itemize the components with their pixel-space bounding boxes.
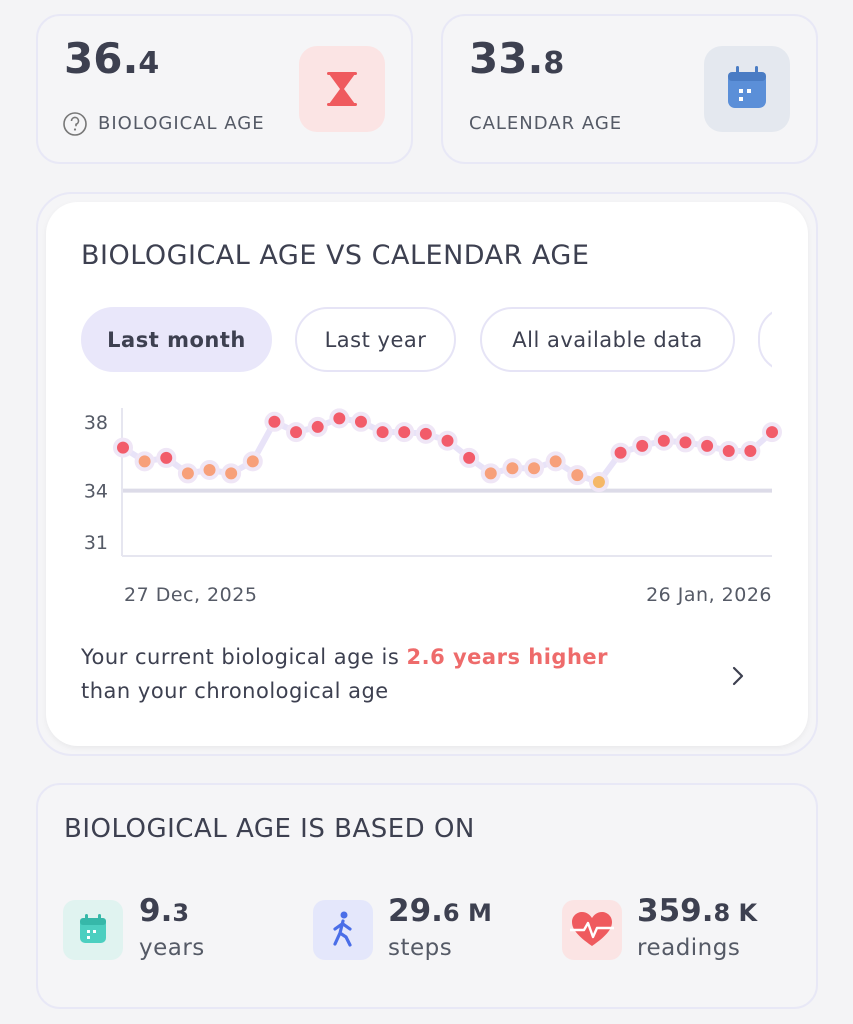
- data-point: [675, 432, 696, 453]
- data-point: [113, 437, 133, 458]
- data-point: [697, 435, 718, 456]
- filter-pill-active[interactable]: Last month: [81, 307, 272, 372]
- message-line-2: than your chronological age: [81, 679, 389, 703]
- data-point: [480, 463, 501, 484]
- readings-icon-box: [562, 900, 622, 960]
- readings-label: readings: [637, 935, 741, 961]
- data-point: [610, 442, 631, 463]
- x-tick-label: 27 Dec, 2025: [124, 584, 257, 606]
- data-point: [134, 451, 155, 472]
- hourglass-icon: [327, 72, 357, 106]
- chart-card: [46, 202, 808, 746]
- calendar-age-value: 33.8: [469, 34, 564, 83]
- value-whole: 36.: [64, 34, 139, 83]
- data-point: [545, 451, 566, 472]
- chevron-icon[interactable]: [728, 664, 748, 688]
- value-fraction: 3: [172, 899, 190, 927]
- data-point: [588, 472, 609, 492]
- years-label: years: [139, 935, 205, 961]
- heart-icon: [570, 912, 614, 946]
- data-point: [740, 441, 761, 462]
- message-highlight: 2.6 years higher: [406, 645, 608, 669]
- biological-age-label: BIOLOGICAL AGE: [98, 113, 265, 134]
- x-tick-label: 26 Jan, 2026: [646, 584, 772, 606]
- data-point: [307, 416, 328, 437]
- filter-pill[interactable]: All available data: [480, 307, 735, 372]
- chart-title: BIOLOGICAL AGE VS CALENDAR AGE: [81, 240, 590, 271]
- calendar-icon: [80, 914, 106, 943]
- steps-icon-box: [313, 900, 373, 960]
- value-fraction: 4: [138, 46, 160, 81]
- data-point: [350, 411, 371, 432]
- value-fraction: 6 M: [442, 899, 492, 927]
- data-point: [329, 408, 350, 429]
- y-tick-label: 31: [84, 532, 108, 554]
- data-point: [437, 430, 458, 451]
- data-point: [459, 447, 480, 468]
- data-point: [394, 422, 415, 443]
- calendar-icon: [728, 66, 766, 108]
- steps-value: 29.6 M: [388, 893, 492, 929]
- data-point: [221, 463, 242, 484]
- data-point: [524, 458, 545, 479]
- value-whole: 359.: [637, 893, 714, 929]
- filter-pill-clip: [758, 307, 772, 372]
- data-point: [762, 422, 782, 443]
- steps-label: steps: [388, 935, 453, 961]
- calendar-age-label: CALENDAR AGE: [469, 113, 623, 134]
- data-point: [242, 451, 263, 472]
- message-text: Your current biological age is: [81, 645, 400, 669]
- y-tick-label: 38: [84, 412, 108, 434]
- y-tick-label: 34: [84, 481, 108, 503]
- value-whole: 9.: [139, 893, 173, 929]
- data-point: [718, 441, 739, 462]
- data-point: [632, 435, 653, 456]
- data-point: [156, 447, 177, 468]
- data-point: [372, 422, 393, 443]
- readings-value: 359.8 K: [637, 893, 757, 929]
- based-on-card: [36, 783, 818, 1009]
- help-icon[interactable]: [62, 111, 88, 137]
- data-point: [502, 458, 523, 479]
- calendar-icon-box: [704, 46, 790, 132]
- walker-icon: [333, 911, 352, 947]
- data-point: [415, 423, 436, 444]
- data-point: [653, 430, 674, 451]
- data-point: [567, 465, 588, 486]
- hourglass-icon-box: [299, 46, 385, 132]
- data-point: [177, 463, 198, 484]
- value-fraction: 8 K: [713, 899, 758, 927]
- data-point: [264, 411, 285, 432]
- filter-pill[interactable]: Last year: [295, 307, 456, 372]
- years-value: 9.3: [139, 893, 189, 929]
- biological-age-value: 36.4: [64, 34, 159, 83]
- based-on-title: BIOLOGICAL AGE IS BASED ON: [64, 814, 475, 844]
- value-whole: 33.: [469, 34, 544, 83]
- data-point: [286, 422, 307, 443]
- message-line-1[interactable]: Your current biological age is 2.6 years…: [81, 645, 608, 669]
- data-point: [199, 459, 220, 480]
- years-icon-box: [63, 900, 123, 960]
- value-whole: 29.: [388, 893, 443, 929]
- value-fraction: 8: [543, 46, 565, 81]
